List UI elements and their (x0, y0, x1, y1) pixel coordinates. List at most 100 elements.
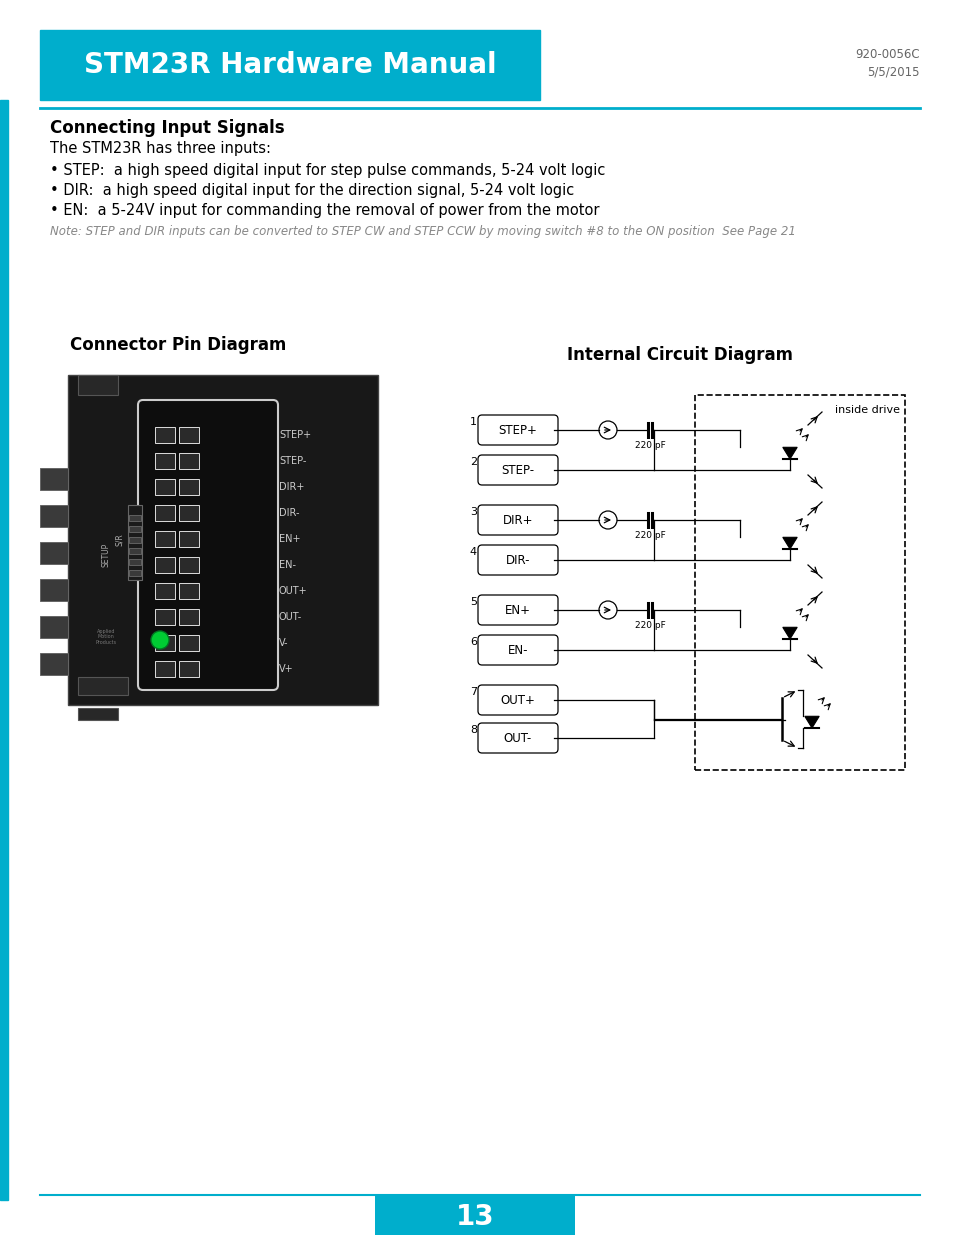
Polygon shape (782, 537, 797, 550)
Bar (0, 100, 8, 1200)
Bar (179, 505, 199, 521)
Bar (179, 453, 199, 469)
Bar (129, 526, 141, 532)
Text: DIR+: DIR+ (502, 514, 533, 526)
Bar (68, 375, 377, 705)
Bar (375, 1195, 575, 1235)
FancyBboxPatch shape (138, 400, 277, 690)
Bar (154, 531, 174, 547)
Bar (129, 515, 141, 521)
Text: • STEP:  a high speed digital input for step pulse commands, 5-24 volt logic: • STEP: a high speed digital input for s… (50, 163, 605, 178)
Text: 220 pF: 220 pF (634, 621, 664, 630)
Text: DIR-: DIR- (278, 508, 299, 517)
Text: Note: STEP and DIR inputs can be converted to STEP CW and STEP CCW by moving swi: Note: STEP and DIR inputs can be convert… (50, 226, 795, 238)
Bar (154, 661, 174, 677)
Text: OUT+: OUT+ (500, 694, 535, 706)
FancyBboxPatch shape (477, 415, 558, 445)
Bar (179, 479, 199, 495)
Bar (128, 505, 142, 580)
Bar (154, 609, 174, 625)
Bar (154, 427, 174, 443)
Text: 2: 2 (470, 457, 476, 467)
Bar (78, 375, 118, 395)
Bar (179, 635, 199, 651)
Bar (154, 453, 174, 469)
Text: STM23R Hardware Manual: STM23R Hardware Manual (84, 51, 496, 79)
Text: EN+: EN+ (504, 604, 531, 616)
FancyBboxPatch shape (477, 635, 558, 664)
Bar (179, 557, 199, 573)
Bar (154, 479, 174, 495)
Text: 13: 13 (456, 1203, 494, 1231)
Text: 6: 6 (470, 637, 476, 647)
Text: OUT+: OUT+ (278, 585, 307, 597)
Bar (129, 559, 141, 564)
Text: Applied
Motion
Products: Applied Motion Products (95, 629, 116, 646)
Text: inside drive: inside drive (834, 405, 899, 415)
Bar (154, 635, 174, 651)
Text: • DIR:  a high speed digital input for the direction signal, 5-24 volt logic: • DIR: a high speed digital input for th… (50, 183, 574, 198)
Text: V+: V+ (278, 664, 294, 674)
Bar (129, 571, 141, 576)
Text: 4: 4 (470, 547, 476, 557)
Bar (179, 427, 199, 443)
Text: STEP+: STEP+ (498, 424, 537, 436)
Bar (40, 653, 68, 676)
Text: EN-: EN- (278, 559, 295, 571)
Bar (40, 30, 539, 100)
Text: Connecting Input Signals: Connecting Input Signals (50, 119, 284, 137)
FancyBboxPatch shape (477, 545, 558, 576)
Bar (154, 557, 174, 573)
Text: 7: 7 (470, 687, 476, 697)
Bar (40, 579, 68, 601)
Text: 920-0056C: 920-0056C (855, 48, 919, 62)
Text: DIR+: DIR+ (278, 482, 304, 492)
Text: V-: V- (278, 638, 288, 648)
Circle shape (151, 631, 169, 650)
Bar (179, 531, 199, 547)
Text: • EN:  a 5-24V input for commanding the removal of power from the motor: • EN: a 5-24V input for commanding the r… (50, 203, 598, 217)
Text: 1: 1 (470, 417, 476, 427)
Bar (179, 609, 199, 625)
Text: EN+: EN+ (278, 534, 300, 543)
Text: SETUP: SETUP (101, 543, 111, 567)
Bar (40, 542, 68, 564)
Polygon shape (782, 627, 797, 638)
Bar (154, 505, 174, 521)
Text: STEP-: STEP- (501, 463, 534, 477)
Text: OUT-: OUT- (278, 613, 302, 622)
Text: S/R: S/R (115, 534, 125, 546)
FancyBboxPatch shape (477, 722, 558, 753)
Bar (40, 505, 68, 527)
Text: 3: 3 (470, 508, 476, 517)
Bar (129, 548, 141, 555)
Bar (40, 616, 68, 638)
Bar (129, 537, 141, 543)
Polygon shape (782, 447, 797, 459)
Bar (78, 677, 128, 695)
FancyBboxPatch shape (477, 595, 558, 625)
Text: Internal Circuit Diagram: Internal Circuit Diagram (566, 346, 792, 364)
Text: 5: 5 (470, 597, 476, 606)
Text: OUT-: OUT- (503, 731, 532, 745)
FancyBboxPatch shape (477, 685, 558, 715)
Bar (78, 708, 118, 720)
Text: STEP-: STEP- (278, 456, 306, 466)
Text: 220 pF: 220 pF (634, 441, 664, 450)
Bar (695, 395, 904, 769)
Text: DIR-: DIR- (505, 553, 530, 567)
Text: Connector Pin Diagram: Connector Pin Diagram (70, 336, 286, 354)
Bar (154, 583, 174, 599)
Text: EN-: EN- (507, 643, 528, 657)
Text: STEP+: STEP+ (278, 430, 311, 440)
Text: 5/5/2015: 5/5/2015 (866, 65, 919, 79)
Bar (179, 583, 199, 599)
FancyBboxPatch shape (477, 505, 558, 535)
Bar (179, 661, 199, 677)
Text: 220 pF: 220 pF (634, 531, 664, 540)
Text: 8: 8 (470, 725, 476, 735)
Polygon shape (804, 716, 819, 727)
FancyBboxPatch shape (477, 454, 558, 485)
Bar (40, 468, 68, 490)
Text: The STM23R has three inputs:: The STM23R has three inputs: (50, 141, 271, 156)
